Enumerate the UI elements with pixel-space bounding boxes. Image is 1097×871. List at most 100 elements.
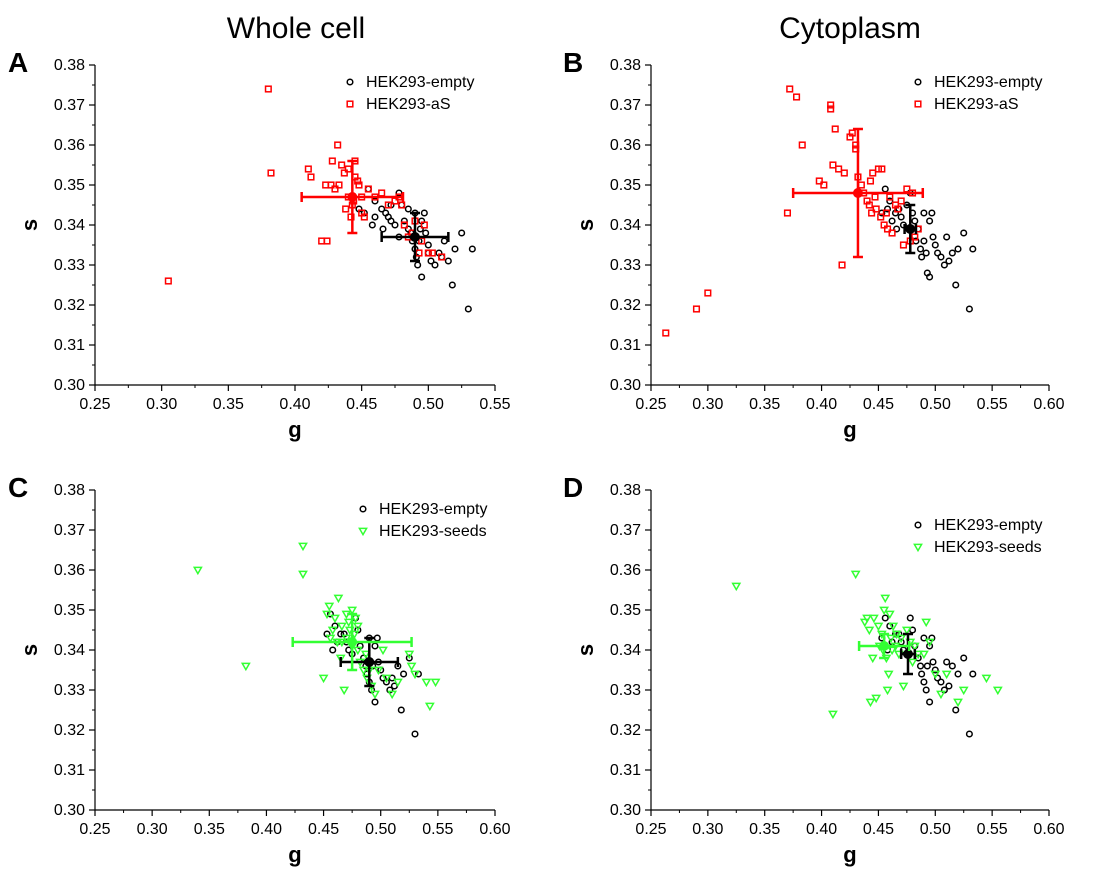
data-point	[387, 217, 395, 225]
data-point	[422, 229, 430, 237]
x-tick-label: 0.45	[308, 821, 339, 838]
data-point	[424, 241, 432, 249]
y-tick-label: 0.34	[610, 217, 641, 234]
data-point	[960, 229, 968, 237]
y-tick-label: 0.38	[610, 482, 641, 499]
legend-marker	[914, 78, 922, 86]
y-tick-label: 0.31	[54, 337, 85, 354]
data-point	[954, 670, 962, 678]
data-point	[943, 658, 951, 666]
data-point	[458, 229, 466, 237]
data-point	[952, 706, 960, 714]
data-point	[869, 169, 877, 177]
legend-marker	[359, 505, 367, 513]
column-title-cytoplasm: Cytoplasm	[779, 12, 921, 45]
x-tick-label: 0.45	[863, 821, 894, 838]
data-point	[298, 542, 308, 552]
data-point	[831, 125, 839, 133]
data-point	[336, 622, 347, 632]
x-tick-label: 0.30	[146, 396, 177, 413]
data-point	[937, 678, 945, 686]
y-tick-label: 0.37	[610, 97, 641, 114]
data-point	[333, 594, 344, 604]
data-point	[364, 185, 372, 193]
data-point	[373, 666, 384, 676]
data-point	[922, 686, 930, 694]
x-tick-label: 0.40	[806, 821, 837, 838]
y-tick-label: 0.31	[610, 762, 641, 779]
data-point	[820, 181, 828, 189]
data-point	[880, 594, 891, 604]
legend: HEK293-empty HEK293-aS	[914, 74, 1043, 113]
panel-a: A 0.30 0.31 0.32 0.33 0.34 0.35 0.36 0.37 0.38 0.2…	[8, 47, 511, 442]
data-point	[378, 189, 386, 197]
panel-letter: A	[8, 47, 28, 78]
data-point	[347, 213, 355, 221]
data-point	[662, 329, 670, 337]
data-point	[894, 205, 902, 213]
data-point	[395, 189, 403, 197]
data-point	[883, 225, 892, 233]
mean-point	[347, 637, 358, 647]
data-point	[828, 710, 838, 720]
data-point	[865, 698, 876, 708]
y-tick-label: 0.33	[610, 257, 641, 274]
data-point	[953, 698, 963, 708]
data-point	[371, 642, 379, 650]
legend-label: HEK293-aS	[934, 96, 1019, 113]
y-tick-label: 0.38	[54, 482, 85, 499]
mean-point	[879, 641, 890, 651]
panel-letter: C	[8, 472, 28, 503]
mean-point	[347, 192, 358, 202]
data-point	[430, 678, 441, 688]
data-point	[866, 177, 875, 185]
data-point	[378, 646, 388, 656]
data-point	[352, 622, 363, 632]
y-tick-label: 0.34	[54, 642, 85, 659]
x-tick-label: 0.30	[692, 821, 723, 838]
legend-label: HEK293-empty	[379, 501, 488, 518]
x-tick-label: 0.25	[79, 821, 110, 838]
data-point	[969, 670, 977, 678]
mean-errorbar	[899, 632, 917, 676]
legend-marker	[346, 100, 354, 108]
data-point	[926, 642, 934, 650]
data-point	[428, 249, 436, 257]
data-point	[798, 141, 806, 149]
data-point	[882, 209, 890, 217]
data-point	[868, 209, 876, 217]
data-point	[324, 602, 335, 612]
data-point	[424, 702, 435, 712]
data-point	[451, 245, 459, 253]
data-point	[793, 93, 801, 101]
data-point	[335, 654, 346, 664]
y-tick-label: 0.35	[54, 177, 85, 194]
data-point	[857, 181, 865, 189]
x-tick-label: 0.30	[137, 821, 168, 838]
y-tick-label: 0.37	[610, 522, 641, 539]
data-point	[873, 622, 884, 632]
y-axis-label: s	[17, 644, 42, 656]
x-tick-label: 0.60	[479, 821, 510, 838]
x-tick-label: 0.35	[213, 396, 244, 413]
x-axis-label: g	[288, 842, 301, 867]
data-point	[922, 249, 930, 257]
data-point	[331, 185, 339, 193]
legend-label: HEK293-seeds	[379, 523, 487, 540]
x-tick-label: 0.60	[1033, 396, 1064, 413]
data-point	[840, 169, 848, 177]
legend-label: HEK293-empty	[366, 74, 475, 91]
data-point	[848, 129, 856, 137]
data-point	[347, 606, 358, 616]
data-point	[400, 670, 408, 678]
data-point	[952, 281, 960, 289]
data-point	[931, 241, 939, 249]
data-point	[298, 570, 308, 580]
data-point	[783, 209, 792, 217]
data-point	[936, 690, 946, 700]
x-tick-label: 0.50	[920, 821, 951, 838]
mean-errorbar	[339, 636, 400, 688]
y-tick-label: 0.38	[54, 57, 85, 74]
data-point	[358, 666, 369, 676]
data-point	[444, 257, 452, 265]
